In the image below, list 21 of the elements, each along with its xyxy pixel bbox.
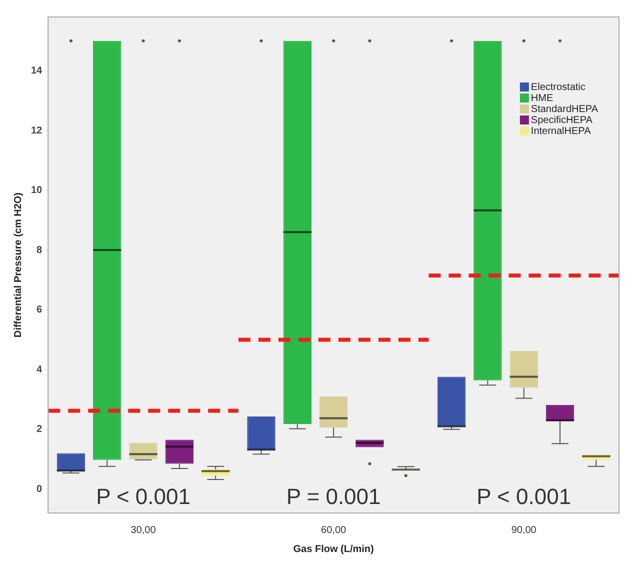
legend-label: SpecificHEPA xyxy=(530,114,593,126)
y-tick-label: 12 xyxy=(31,125,43,136)
annotation: P < 0.001 xyxy=(96,484,190,510)
y-axis-title: Differential Pressure (cm H2O) xyxy=(12,192,24,338)
annotation: P < 0.001 xyxy=(476,484,572,510)
legend-label: StandardHEPA xyxy=(530,104,598,115)
x-tick-label: 90,00 xyxy=(511,524,537,536)
legend-label: InternalHEPA xyxy=(530,126,592,137)
legend-label: HME xyxy=(530,92,554,104)
legend-label: Electrostatic xyxy=(530,82,586,93)
y-tick-label: 10 xyxy=(31,185,43,196)
y-tick-label: 0 xyxy=(36,484,43,495)
y-tick-label: 4 xyxy=(36,364,43,376)
y-tick-label: 14 xyxy=(31,66,43,77)
y-tick-label: 2 xyxy=(36,424,43,436)
x-tick-label: 60,00 xyxy=(321,524,347,536)
x-axis-title: Gas Flow (L/min) xyxy=(293,544,374,555)
x-tick-label: 30,00 xyxy=(130,524,156,536)
y-tick-label: 8 xyxy=(36,244,43,256)
annotation: P = 0.001 xyxy=(286,484,381,510)
y-tick-label: 6 xyxy=(36,304,43,316)
